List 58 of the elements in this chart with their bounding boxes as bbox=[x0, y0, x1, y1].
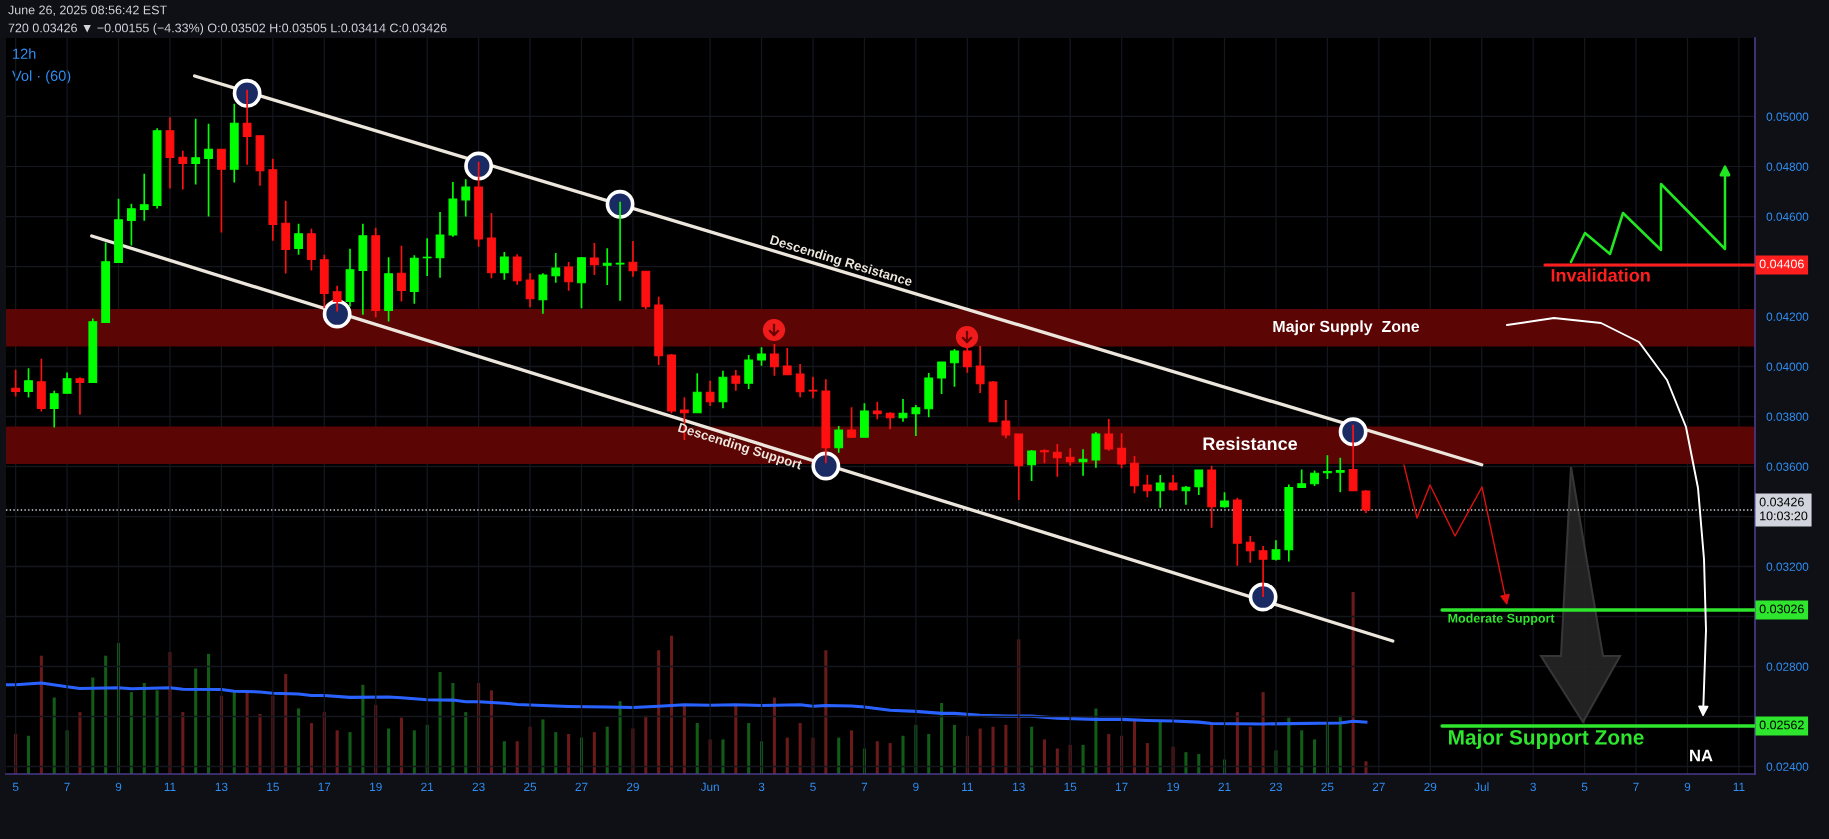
x-tick-label: 9 bbox=[1684, 782, 1691, 791]
x-tick-label: 17 bbox=[318, 782, 331, 791]
x-tick-label: 29 bbox=[1424, 782, 1437, 791]
x-tick-label: 7 bbox=[64, 782, 70, 791]
x-tick-label: 25 bbox=[1321, 782, 1334, 791]
x-tick-label: 11 bbox=[962, 782, 973, 791]
x-tick-label: 23 bbox=[472, 782, 485, 791]
x-tick-label: 9 bbox=[913, 782, 919, 791]
series-label: Moderate Support bbox=[1448, 613, 1555, 626]
x-tick-label: 3 bbox=[1530, 782, 1536, 791]
x-tick-label: 5 bbox=[810, 782, 816, 791]
x-tick-label: 27 bbox=[575, 782, 588, 791]
series-label: Major Support Zone bbox=[1449, 729, 1644, 749]
x-tick-label: 29 bbox=[626, 782, 639, 791]
x-tick-label: 13 bbox=[215, 782, 228, 791]
x-tick-label: 27 bbox=[1372, 782, 1385, 791]
data-label: 0.03026 bbox=[1759, 604, 1804, 614]
y-tick-label: 0.04000 bbox=[1766, 362, 1809, 371]
x-tick-label: 11 bbox=[1733, 782, 1745, 791]
y-tick-label: 0.02400 bbox=[1766, 762, 1809, 771]
x-tick-label: 23 bbox=[1269, 782, 1282, 791]
y-tick-label: 0.03800 bbox=[1766, 412, 1809, 421]
x-tick-label: 7 bbox=[1633, 782, 1639, 791]
y-tick-label: 0.04600 bbox=[1766, 212, 1809, 221]
series-label: Invalidation bbox=[1551, 268, 1650, 282]
y-tick-label: 0.04200 bbox=[1766, 312, 1809, 321]
x-tick-label: Jun bbox=[700, 782, 719, 791]
x-tick-label: 5 bbox=[1581, 782, 1588, 791]
y-tick-label: 0.04800 bbox=[1766, 162, 1809, 171]
ref-line-label: 0.03426 10:03:20 bbox=[1759, 497, 1808, 521]
x-tick-label: 17 bbox=[1115, 782, 1128, 791]
x-tick-label: 7 bbox=[861, 782, 868, 791]
chart-title: Vol · (60) bbox=[12, 70, 71, 84]
x-tick-label: 25 bbox=[524, 782, 537, 791]
y-tick-label: 0.03200 bbox=[1766, 562, 1809, 571]
annotation: NA bbox=[1690, 749, 1713, 762]
text: June 26, 2025 08:56:42 EST bbox=[8, 5, 167, 16]
y-tick-label: 0.03600 bbox=[1766, 462, 1809, 471]
band-label: Major Supply Zone bbox=[1273, 320, 1420, 336]
band-label: Resistance bbox=[1203, 436, 1298, 451]
x-tick-label: 13 bbox=[1013, 782, 1025, 791]
x-tick-label: 21 bbox=[421, 782, 434, 791]
y-tick-label: 0.05000 bbox=[1766, 112, 1809, 121]
y-tick-label: 0.02800 bbox=[1766, 662, 1809, 671]
x-tick-label: 21 bbox=[1218, 782, 1231, 791]
x-tick-label: 11 bbox=[164, 782, 176, 791]
x-tick-label: 19 bbox=[370, 782, 382, 791]
x-tick-label: 5 bbox=[12, 782, 19, 791]
chart-subtitle: 720 0.03426 ▼ −0.00155 (−4.33%) O:0.03502 H:0.03505 L:0.03414 C:0.03426 bbox=[8, 23, 447, 35]
data-label: 0.04406 bbox=[1759, 259, 1804, 269]
text: 12h bbox=[13, 48, 36, 59]
data-label: 0.02562 bbox=[1759, 720, 1804, 730]
x-tick-label: 3 bbox=[758, 782, 765, 791]
x-tick-label: 19 bbox=[1167, 782, 1180, 791]
x-tick-label: Jul bbox=[1474, 782, 1489, 791]
x-tick-label: 9 bbox=[115, 782, 122, 791]
x-tick-label: 15 bbox=[267, 782, 279, 791]
x-tick-label: 15 bbox=[1064, 782, 1077, 791]
